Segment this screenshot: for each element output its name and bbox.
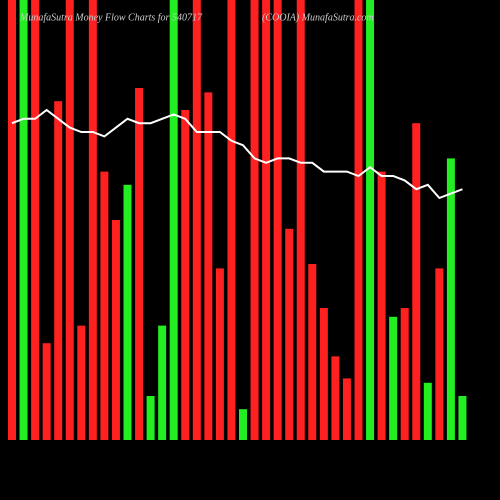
bar bbox=[377, 171, 386, 440]
bar bbox=[19, 0, 28, 440]
bar bbox=[423, 382, 432, 440]
bar bbox=[215, 268, 224, 440]
bar bbox=[135, 88, 144, 440]
bar bbox=[204, 92, 213, 441]
bar bbox=[308, 264, 317, 440]
bar bbox=[400, 308, 409, 440]
bar bbox=[389, 316, 398, 440]
bar bbox=[181, 110, 190, 440]
bar bbox=[354, 0, 363, 440]
bar bbox=[227, 0, 236, 440]
bar bbox=[435, 268, 444, 440]
bar bbox=[158, 325, 167, 440]
bar bbox=[169, 0, 178, 440]
bar bbox=[250, 0, 259, 440]
bar bbox=[77, 325, 86, 440]
bar bbox=[192, 0, 201, 440]
bar bbox=[319, 308, 328, 440]
bar bbox=[262, 0, 271, 440]
bar bbox=[123, 184, 132, 440]
chart-title: MunafaSutra Money Flow Charts for 540717 bbox=[19, 12, 203, 23]
bar bbox=[239, 409, 247, 440]
chart-subtitle: (COOIA) MunafaSutra.com bbox=[262, 12, 374, 23]
bar bbox=[100, 171, 109, 440]
bar bbox=[31, 0, 40, 440]
flow-line bbox=[11, 108, 463, 200]
bar bbox=[296, 0, 305, 440]
bar bbox=[273, 0, 282, 440]
bar bbox=[446, 158, 455, 440]
bar bbox=[54, 101, 63, 440]
bar bbox=[285, 228, 294, 440]
bar bbox=[342, 378, 351, 440]
bar bbox=[458, 396, 467, 440]
bar bbox=[65, 0, 74, 440]
bar bbox=[366, 0, 375, 440]
bar bbox=[412, 123, 421, 440]
bar bbox=[42, 343, 51, 440]
bar bbox=[88, 0, 97, 440]
bar bbox=[146, 396, 155, 440]
bar bbox=[331, 356, 340, 440]
bar bbox=[8, 0, 16, 440]
bar bbox=[111, 220, 120, 440]
